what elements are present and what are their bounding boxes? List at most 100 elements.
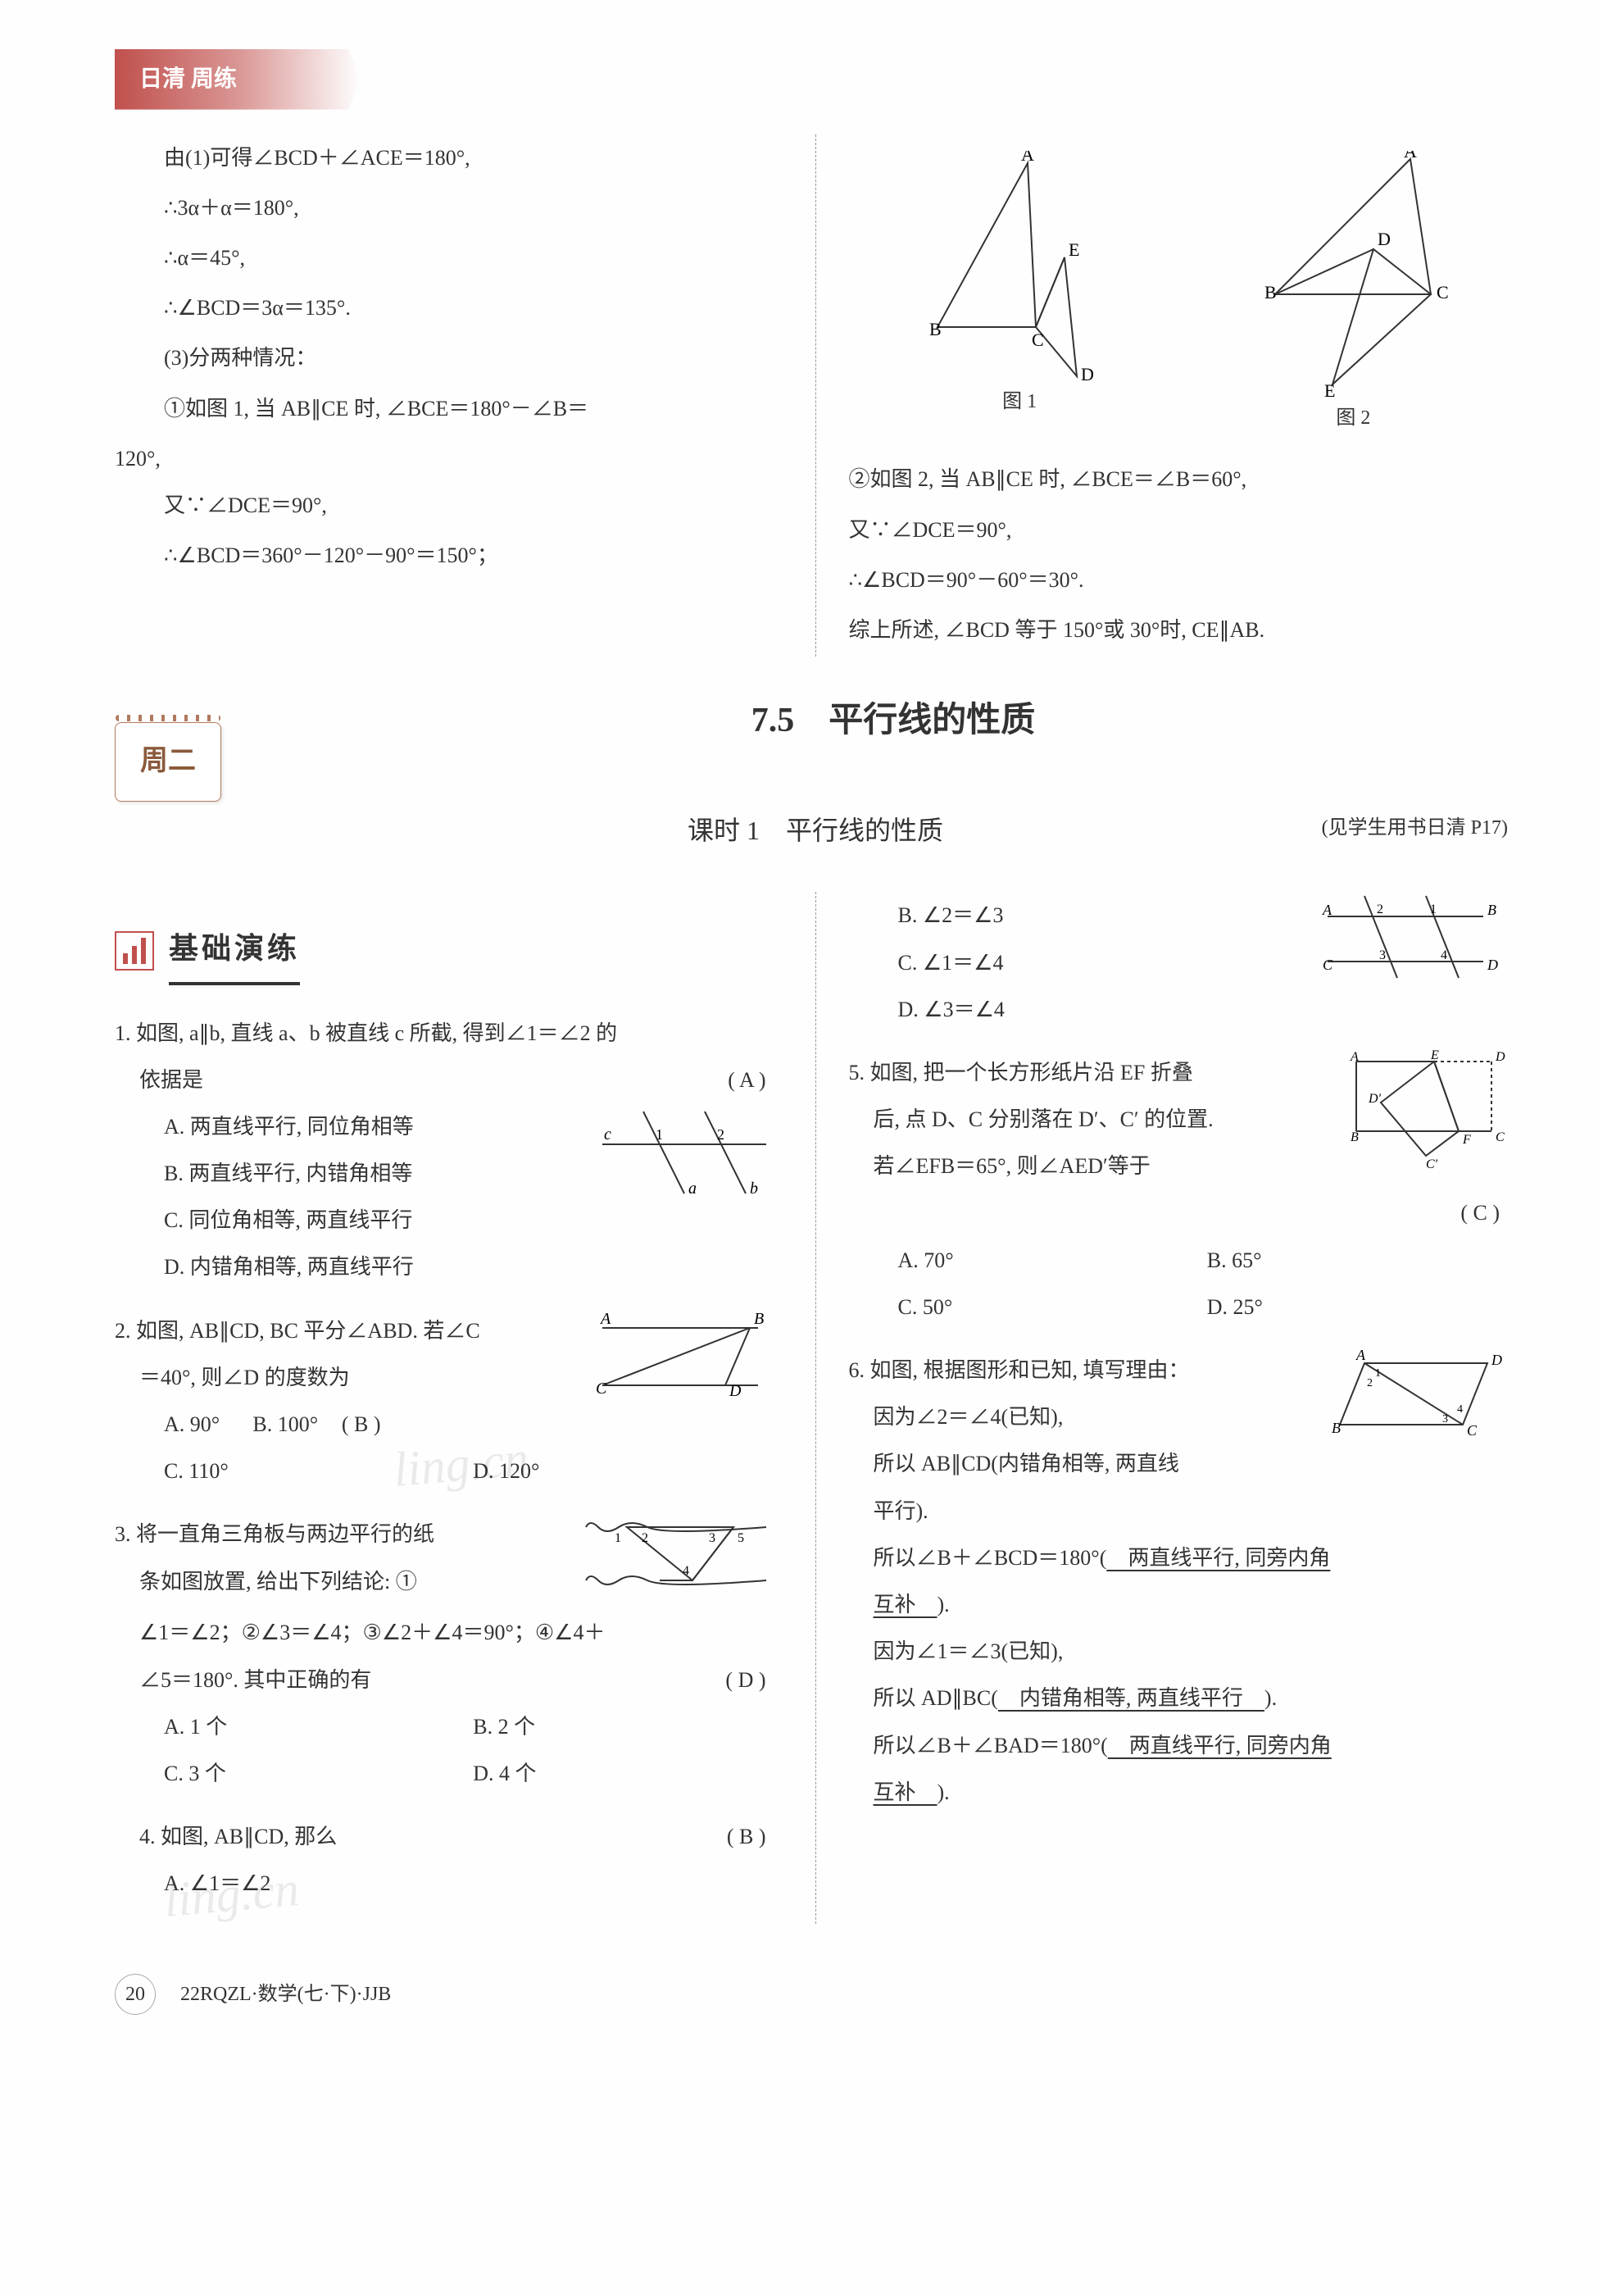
bottom-right-col: A B C D 1 2 3 4 B. ∠2＝∠3 C. ∠1＝∠4 D. ∠3＝… — [849, 892, 1517, 1923]
svg-text:A: A — [599, 1310, 611, 1328]
practice-header: 基础演练 — [115, 916, 783, 984]
q4-opt-a: A. ∠1＝∠2 — [164, 1860, 783, 1907]
svg-text:C: C — [1467, 1422, 1478, 1439]
q6-l3: 平行). — [874, 1488, 1517, 1534]
svg-text:D: D — [1487, 957, 1498, 973]
lesson-row: 课时 1 平行线的性质 (见学生用书日清 P17) — [115, 802, 1516, 859]
svg-text:3: 3 — [1379, 948, 1386, 962]
lesson-title: 课时 1 平行线的性质 — [688, 816, 943, 845]
question-6: A D B C 1 2 3 4 6. 如图, 根据图形和已知, 填写理由： 因为… — [849, 1347, 1517, 1816]
q5-opt-a: A. 70° — [898, 1237, 1207, 1284]
figure-2: A B C D E 图 2 — [1246, 151, 1460, 440]
q6-l6: 因为∠1＝∠3(已知), — [874, 1628, 1517, 1675]
svg-text:A: A — [1021, 151, 1034, 165]
math-line: 由(1)可得∠BCD＋∠ACE＝180°, — [164, 134, 783, 181]
fig1-caption: 图 1 — [905, 380, 1134, 424]
q6-l8: 所以∠B＋∠BAD＝180°( 两直线平行, 同旁内角 — [874, 1722, 1517, 1769]
practice-title: 基础演练 — [169, 916, 300, 984]
q6-l9: 互补 ). — [874, 1769, 1517, 1816]
page-footer: 20 22RQZL·数学(七·下)·JJB — [115, 1973, 1516, 2016]
bottom-left-col: 基础演练 1. 如图, a∥b, 直线 a、b 被直线 c 所截, 得到∠1＝∠… — [115, 892, 816, 1923]
q5-opt-c: C. 50° — [898, 1284, 1207, 1330]
q4-answer: ( B ) — [727, 1813, 766, 1860]
svg-text:E: E — [1324, 380, 1335, 397]
svg-text:B: B — [1264, 282, 1277, 302]
footer-code: 22RQZL·数学(七·下)·JJB — [180, 1973, 391, 2016]
figure-row: A B C D E 图 1 A B C D E — [849, 151, 1517, 440]
q1-figure: 1 2 c a b — [594, 1103, 774, 1202]
q5-answer: ( C ) — [1460, 1189, 1500, 1236]
svg-text:A: A — [1350, 1050, 1359, 1064]
svg-text:a: a — [688, 1180, 697, 1198]
practice-icon — [115, 931, 154, 971]
math-line: 综上所述, ∠BCD 等于 150°或 30°时, CE∥AB. — [849, 607, 1517, 653]
q3-opt-b: B. 2 个 — [473, 1703, 782, 1750]
svg-text:4: 4 — [1441, 948, 1447, 962]
math-line: (3)分两种情况： — [164, 334, 783, 381]
svg-text:3: 3 — [709, 1531, 715, 1545]
header-bar: 日清 周练 — [115, 49, 361, 110]
math-line: 又∵∠DCE＝90°, — [164, 482, 783, 529]
question-3: 1 2 3 4 5 3. 将一直角三角板与两边平行的纸 条如图放置, 给出下列结… — [115, 1511, 783, 1797]
q4-opt-d: D. ∠3＝∠4 — [898, 986, 1517, 1033]
svg-text:B: B — [1487, 902, 1496, 918]
svg-text:D: D — [1491, 1352, 1502, 1368]
svg-text:4: 4 — [683, 1564, 689, 1578]
q6-l2: 所以 AB∥CD(内错角相等, 两直线 — [874, 1440, 1517, 1487]
question-4-right: A B C D 1 2 3 4 B. ∠2＝∠3 C. ∠1＝∠4 D. ∠3＝… — [849, 892, 1517, 1033]
math-line: 120°, — [115, 435, 783, 482]
svg-text:E: E — [1430, 1049, 1439, 1062]
svg-text:C: C — [1496, 1130, 1505, 1144]
svg-text:A: A — [1355, 1347, 1366, 1363]
svg-text:b: b — [750, 1180, 758, 1198]
svg-text:1: 1 — [615, 1531, 621, 1545]
svg-text:4: 4 — [1457, 1403, 1463, 1416]
svg-text:C: C — [596, 1380, 607, 1398]
svg-text:2: 2 — [1367, 1377, 1373, 1389]
q3-text3: ∠1＝∠2；②∠3＝∠4；③∠2＋∠4＝90°；④∠4＋ — [139, 1609, 783, 1656]
q3-opt-a: A. 1 个 — [164, 1703, 473, 1750]
svg-text:D′: D′ — [1368, 1092, 1382, 1106]
svg-text:3: 3 — [1442, 1413, 1448, 1425]
math-line: 又∵∠DCE＝90°, — [849, 507, 1517, 553]
svg-text:B: B — [1332, 1420, 1341, 1436]
math-line: ∴α＝45°, — [164, 234, 783, 281]
svg-text:A: A — [1404, 151, 1417, 161]
svg-text:D: D — [729, 1382, 742, 1398]
math-line: ①如图 1, 当 AB∥CE 时, ∠BCE＝180°－∠B＝ — [164, 385, 783, 432]
svg-text:D: D — [1495, 1050, 1505, 1064]
q1-text2: 依据是 ( A ) — [139, 1057, 783, 1103]
svg-text:B: B — [1351, 1130, 1359, 1144]
svg-text:D: D — [1081, 364, 1094, 380]
svg-text:5: 5 — [738, 1531, 744, 1545]
figure-1: A B C D E 图 1 — [905, 151, 1134, 440]
q2-answer: ( B ) — [342, 1401, 381, 1448]
svg-text:A: A — [1322, 902, 1332, 918]
q2-opt-b: B. 100° — [252, 1401, 341, 1448]
question-4: 4. 如图, AB∥CD, 那么 ( B ) A. ∠1＝∠2 — [115, 1813, 783, 1907]
svg-text:F: F — [1462, 1133, 1471, 1147]
q6-l7: 所以 AD∥BC( 内错角相等, 两直线平行 ). — [874, 1675, 1517, 1721]
math-line: ∴3α＋α＝180°, — [164, 184, 783, 231]
svg-text:B: B — [929, 319, 942, 339]
q1-opt-d: D. 内错角相等, 两直线平行 — [164, 1243, 783, 1290]
q1-answer: ( A ) — [728, 1057, 765, 1103]
question-5: A B C D E F D′ C′ 5. 如图, 把一个长方形纸片沿 EF 折叠… — [849, 1049, 1517, 1330]
q5-figure: A B C D E F D′ C′ — [1344, 1049, 1508, 1172]
q4-figure: A B C D 1 2 3 4 — [1319, 892, 1508, 982]
q3-figure: 1 2 3 4 5 — [578, 1511, 774, 1601]
math-line: ②如图 2, 当 AB∥CE 时, ∠BCE＝∠B＝60°, — [849, 456, 1517, 502]
q6-l5: 互补 ). — [874, 1581, 1517, 1628]
svg-text:B: B — [754, 1310, 764, 1328]
svg-text:C: C — [1437, 282, 1449, 302]
q1-opt-c: C. 同位角相等, 两直线平行 — [164, 1197, 783, 1243]
q5-opt-d: D. 25° — [1207, 1284, 1516, 1330]
q3-opt-d: D. 4 个 — [473, 1750, 782, 1797]
top-section: 由(1)可得∠BCD＋∠ACE＝180°, ∴3α＋α＝180°, ∴α＝45°… — [115, 134, 1516, 657]
q3-text4: ∠5＝180°. 其中正确的有 ( D ) — [139, 1657, 783, 1703]
math-line: ∴∠BCD＝90°－60°＝30°. — [849, 557, 1517, 603]
q2-figure: A B C D — [594, 1307, 774, 1398]
section-title: 7.5 平行线的性质 — [270, 683, 1516, 758]
svg-text:C: C — [1323, 957, 1333, 973]
math-line: ∴∠BCD＝360°－120°－90°＝150°； — [164, 532, 783, 579]
